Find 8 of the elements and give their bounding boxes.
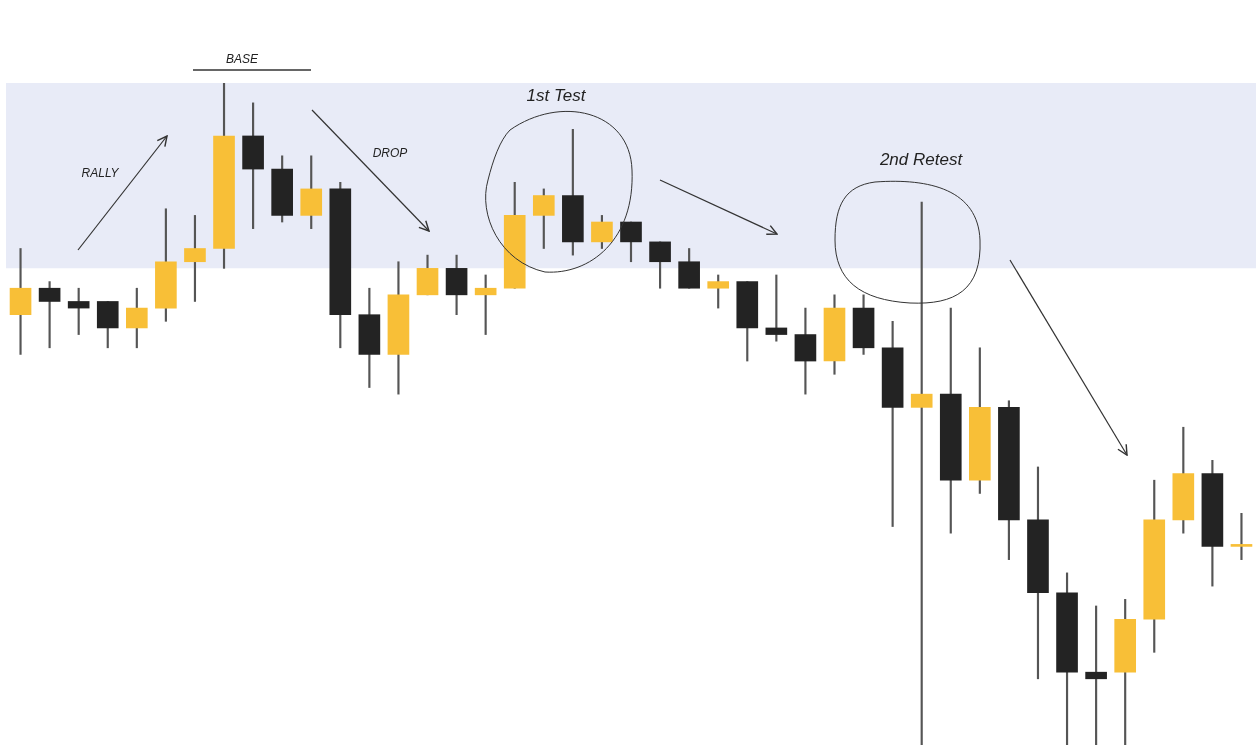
candlestick: [1230, 512, 1253, 560]
annotation: RALLY: [81, 166, 119, 180]
text: BASE: [225, 52, 259, 66]
annotation: DROP: [372, 146, 408, 160]
candlestick: [910, 201, 933, 745]
annotation: 2nd Retest: [879, 150, 963, 170]
annotation: 1st Test: [526, 86, 586, 106]
candlestick: [9, 248, 32, 355]
